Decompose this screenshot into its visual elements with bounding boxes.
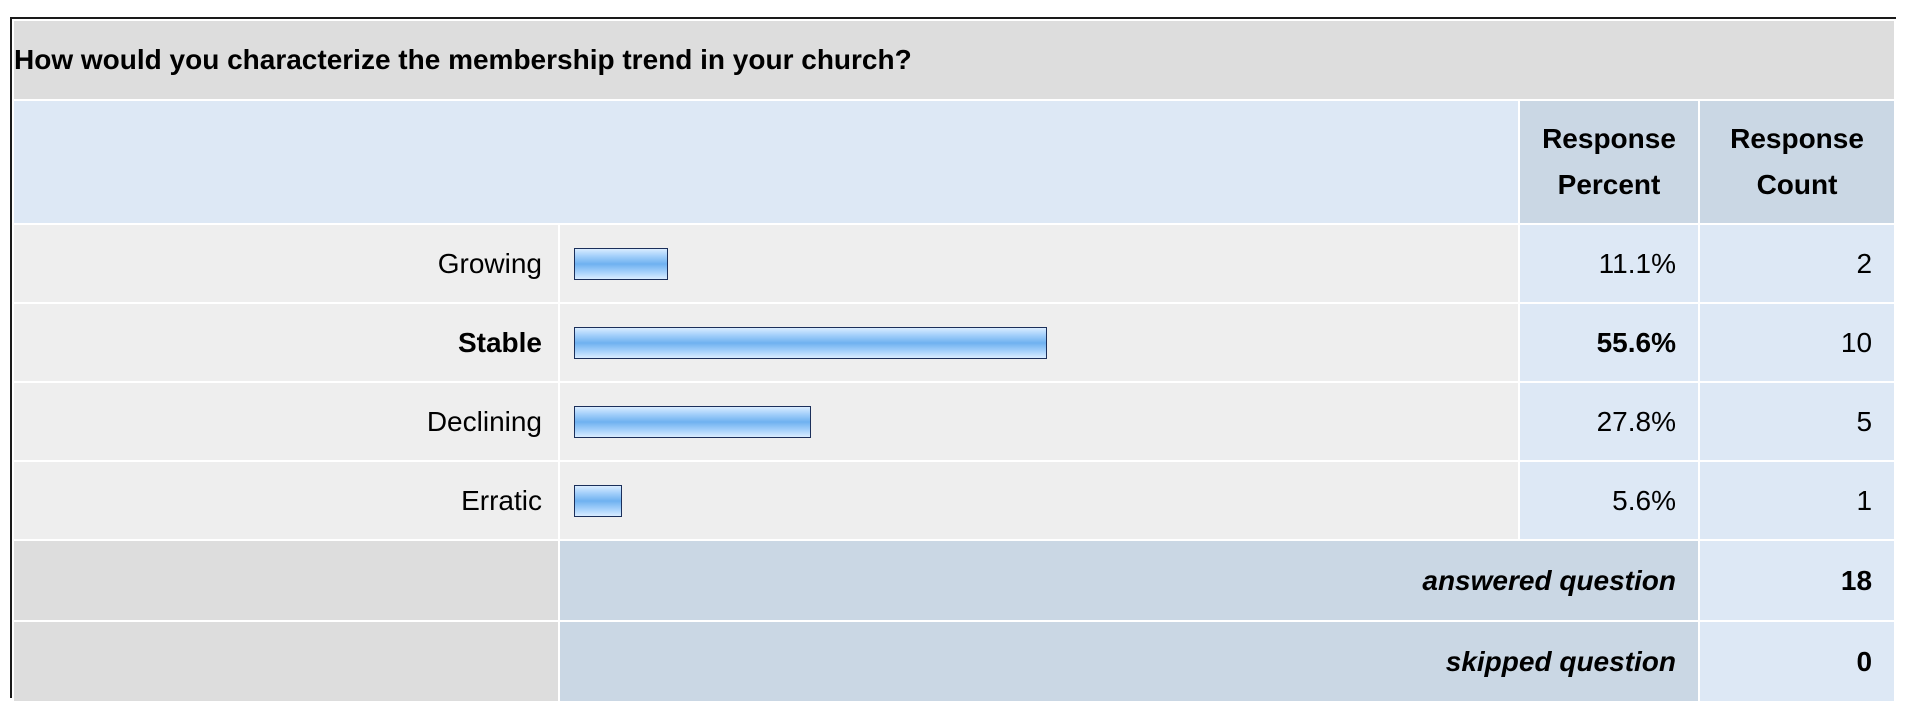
data-row: Erratic 5.6% 1 <box>12 460 1897 541</box>
header-row: Response Percent Response Count <box>12 99 1897 225</box>
header-percent-line2: Percent <box>1557 169 1661 200</box>
response-percent: 27.8% <box>1518 381 1700 462</box>
skipped-blank <box>12 620 560 703</box>
response-count: 5 <box>1697 381 1897 462</box>
response-bar <box>574 484 622 517</box>
answered-label: answered question <box>558 539 1700 622</box>
header-blank <box>12 99 1520 225</box>
header-count-line1: Response <box>1730 123 1864 154</box>
response-bar <box>574 247 668 280</box>
answered-row: answered question 18 <box>12 539 1897 622</box>
response-percent: 5.6% <box>1518 460 1700 541</box>
data-row: Stable 55.6% 10 <box>12 302 1897 383</box>
header-response-count: Response Count <box>1697 99 1897 225</box>
bar-cell <box>558 223 1520 304</box>
bar-cell <box>558 302 1520 383</box>
header-count-line2: Count <box>1756 169 1838 200</box>
response-percent: 55.6% <box>1518 302 1700 383</box>
skipped-row: skipped question 0 <box>12 620 1897 703</box>
question-title-row: How would you characterize the membershi… <box>11 19 1897 101</box>
answered-blank <box>12 539 560 622</box>
results-table: How would you characterize the membershi… <box>11 19 1897 703</box>
question-title: How would you characterize the membershi… <box>11 19 1897 101</box>
header-response-percent: Response Percent <box>1518 99 1700 225</box>
bar-cell <box>558 381 1520 462</box>
category-label: Erratic <box>12 460 560 541</box>
response-percent: 11.1% <box>1518 223 1700 304</box>
response-count: 2 <box>1697 223 1897 304</box>
response-bar <box>574 405 811 438</box>
bar-cell <box>558 460 1520 541</box>
data-row: Declining 27.8% 5 <box>12 381 1897 462</box>
data-row: Growing 11.1% 2 <box>12 223 1897 304</box>
response-count: 1 <box>1697 460 1897 541</box>
category-label: Declining <box>12 381 560 462</box>
header-percent-line1: Response <box>1542 123 1676 154</box>
response-bar <box>574 326 1047 359</box>
skipped-label: skipped question <box>558 620 1700 703</box>
survey-results-panel: How would you characterize the membershi… <box>10 17 1897 703</box>
skipped-value: 0 <box>1697 620 1897 703</box>
response-count: 10 <box>1697 302 1897 383</box>
category-label: Stable <box>12 302 560 383</box>
answered-value: 18 <box>1697 539 1897 622</box>
category-label: Growing <box>12 223 560 304</box>
